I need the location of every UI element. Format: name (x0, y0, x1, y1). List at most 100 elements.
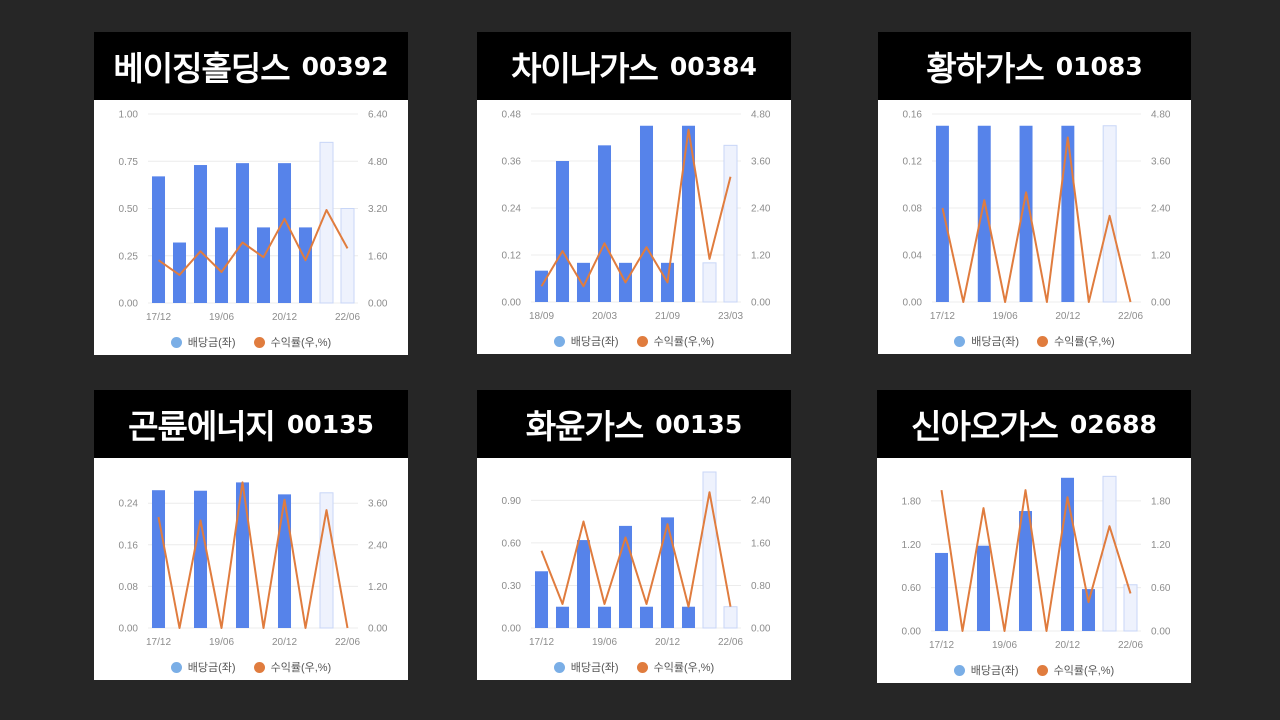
y-left-tick-label: 0.50 (119, 204, 139, 215)
panel-title-bar: 베이징홀딩스 00392 (94, 32, 408, 100)
yield-line (941, 136, 1132, 303)
yield-line (540, 128, 732, 288)
y-left-tick-label: 0.16 (119, 540, 139, 551)
legend-label-yield: 수익률(우,%) (270, 337, 332, 349)
dividend-bar (277, 163, 292, 303)
chart-panel-beijing-holdings: 베이징홀딩스 00392 0.00 0.25 0.50 0.75 1.00 0.00 1.6… (94, 32, 408, 355)
legend-marker-dividend (553, 661, 565, 673)
legend-marker-yield (636, 661, 648, 673)
dividend-bar (660, 517, 675, 628)
y-right-tick-label: 2.40 (368, 540, 388, 551)
dividend-bar (298, 227, 313, 303)
stock-code: 01083 (1055, 51, 1143, 81)
yield-line (157, 481, 349, 629)
y-right-tick-label: 1.60 (751, 538, 771, 549)
legend-item-dividend: 배당금(좌) (170, 334, 236, 350)
y-right-tick-label: 1.20 (368, 582, 388, 593)
x-tick-label: 22/06 (335, 312, 360, 323)
dividend-bar (618, 525, 633, 628)
legend-marker-dividend (170, 661, 182, 673)
legend-item-dividend: 배당금(좌) (953, 662, 1019, 678)
chart-area: 0.00 0.25 0.50 0.75 1.00 0.00 1.60 3.20 4.80 6.40… (94, 100, 408, 355)
legend-marker-dividend (953, 664, 965, 676)
legend-label-yield: 수익률(우,%) (1053, 665, 1115, 677)
dividend-bar (576, 540, 591, 628)
y-left-tick-label: 1.80 (902, 496, 922, 507)
chart-svg: 0.00 0.12 0.24 0.36 0.48 0.00 1.20 2.40 3.60 4.80… (502, 110, 771, 323)
y-left-tick-label: 1.20 (902, 540, 922, 551)
y-left-tick-label: 0.60 (902, 583, 922, 594)
chart-area: 0.00 0.08 0.16 0.24 0.00 1.20 2.40 3.60 17/12 19/… (94, 458, 408, 680)
y-left-tick-label: 0.08 (119, 582, 139, 593)
x-tick-label: 19/06 (993, 311, 1018, 322)
legend-item-dividend: 배당금(좌) (170, 659, 236, 675)
y-right-tick-label: 4.80 (1151, 110, 1171, 121)
yield-line (157, 209, 349, 276)
y-left-tick-label: 0.00 (903, 298, 923, 309)
y-left-tick-label: 0.16 (903, 110, 923, 121)
legend-marker-yield (1036, 664, 1048, 676)
y-right-tick-label: 2.40 (751, 496, 771, 507)
chart-svg: 0.00 0.08 0.16 0.24 0.00 1.20 2.40 3.60 17/12 19/… (119, 481, 388, 648)
y-left-tick-label: 0.12 (502, 251, 522, 262)
dividend-bar (555, 161, 570, 302)
company-name: 차이나가스 (511, 49, 659, 88)
x-tick-label: 19/06 (992, 640, 1017, 651)
dividend-bar (639, 125, 654, 302)
x-tick-label: 22/06 (335, 637, 360, 648)
x-tick-label: 23/03 (718, 311, 743, 322)
dividend-bar (1061, 125, 1075, 302)
chart-legend: 배당금(좌) 수익률(우,%) (94, 334, 408, 350)
y-left-tick-label: 0.24 (119, 499, 139, 510)
x-tick-label: 22/06 (718, 637, 743, 648)
company-name: 화윤가스 (525, 407, 644, 446)
x-tick-label: 19/06 (592, 637, 617, 648)
chart-area: 0.00 0.12 0.24 0.36 0.48 0.00 1.20 2.40 3.60 4.80… (477, 100, 791, 354)
y-right-tick-label: 3.20 (368, 204, 388, 215)
y-right-tick-label: 1.20 (1151, 540, 1171, 551)
dividend-bar (597, 606, 612, 628)
stock-code: 00135 (655, 409, 743, 439)
y-right-tick-label: 0.80 (751, 581, 771, 592)
legend-label-dividend: 배당금(좌) (970, 665, 1019, 677)
y-left-tick-label: 0.60 (502, 538, 522, 549)
dividend-bar (235, 163, 250, 303)
y-right-tick-label: 1.20 (751, 251, 771, 262)
y-right-tick-label: 0.00 (1151, 298, 1171, 309)
legend-marker-yield (253, 661, 265, 673)
legend-item-yield: 수익률(우,%) (636, 333, 714, 349)
dividend-bar (193, 490, 208, 628)
dividend-bar-forecast (1102, 125, 1117, 303)
chart-area: 0.00 0.60 1.20 1.80 0.00 0.60 1.20 1.80 17/12 19/… (877, 458, 1191, 683)
x-tick-label: 17/12 (146, 637, 171, 648)
dividend-bar (151, 490, 166, 628)
chart-panel-china-resources-gas: 화윤가스 00135 0.00 0.30 0.60 0.90 0.00 0.80 1.60 2… (477, 390, 791, 680)
legend-label-yield: 수익률(우,%) (1054, 336, 1115, 348)
legend-marker-yield (636, 335, 648, 347)
panel-title-bar: 화윤가스 00135 (477, 390, 791, 458)
dividend-bar (935, 125, 949, 302)
dividend-bar (1018, 511, 1033, 631)
x-tick-label: 17/12 (529, 637, 554, 648)
legend-item-yield: 수익률(우,%) (253, 334, 332, 350)
y-left-tick-label: 0.36 (502, 157, 522, 168)
legend-item-dividend: 배당금(좌) (553, 659, 619, 675)
dividend-bar (534, 571, 549, 628)
chart-panel-enn-energy: 신아오가스 02688 0.00 0.60 1.20 1.80 0.00 0.60 1.20… (877, 390, 1191, 683)
chart-legend: 배당금(좌) 수익률(우,%) (477, 333, 791, 349)
stock-code: 02688 (1069, 409, 1157, 439)
y-right-tick-label: 0.00 (1151, 627, 1171, 638)
company-name: 황하가스 (926, 49, 1044, 88)
y-right-tick-label: 1.20 (1151, 251, 1171, 262)
legend-label-dividend: 배당금(좌) (971, 336, 1020, 348)
y-right-tick-label: 2.40 (751, 204, 771, 215)
company-name: 신아오가스 (911, 407, 1059, 446)
dividend-bar-forecast (723, 144, 738, 303)
y-left-tick-label: 0.00 (902, 627, 922, 638)
y-right-tick-label: 4.80 (368, 157, 388, 168)
dividend-bar (534, 270, 549, 302)
y-left-tick-label: 0.00 (502, 298, 522, 309)
dividend-bar (976, 545, 991, 631)
dividend-bar (639, 606, 654, 628)
x-tick-label: 19/06 (209, 312, 234, 323)
